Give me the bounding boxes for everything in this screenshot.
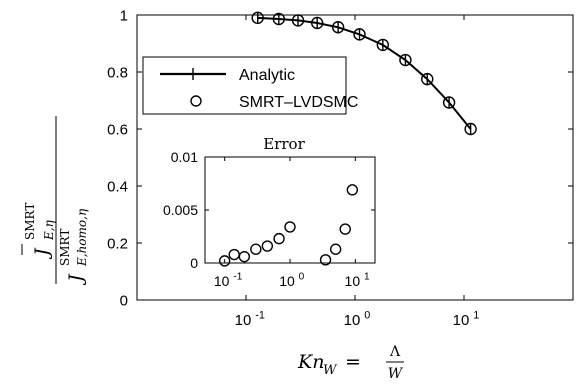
smrt-lvdsmc-point <box>331 21 345 34</box>
x-axis-label-denominator: W <box>388 366 404 382</box>
y-axis-label-num-sub: E,η <box>42 219 56 241</box>
inset-x-tick-exponent: 0 <box>299 272 305 283</box>
main-y-tick-label: 0 <box>120 292 128 309</box>
error-point <box>339 223 351 235</box>
inset-y-tick-label: 0.005 <box>163 202 198 218</box>
smrt-lvdsmc-point <box>421 72 434 86</box>
y-axis-label-den-sup: SMRT <box>58 229 72 266</box>
error-point <box>238 250 251 263</box>
smrt-lvdsmc-point <box>376 38 390 52</box>
error-point <box>250 243 262 255</box>
main-x-tick-label: 10 <box>344 312 361 329</box>
main-x-tick-exponent: 1 <box>473 309 479 321</box>
error-point <box>218 255 231 267</box>
smrt-lvdsmc-point <box>291 14 305 27</box>
main-x-tick-exponent: 0 <box>364 309 370 321</box>
legend-smrt-label: SMRT–LVDSMC <box>239 94 358 111</box>
x-axis-label-eq: = <box>345 351 361 373</box>
main-y-tick-label: 0.8 <box>107 64 128 81</box>
error-point <box>346 184 359 196</box>
error-point <box>284 221 296 233</box>
inset-y-tick-label: 0 <box>190 255 198 271</box>
y-axis-label-num-sup: SMRT <box>23 203 37 240</box>
legend-smrt-marker <box>190 95 202 107</box>
x-axis-label-numerator: Λ <box>389 344 401 360</box>
smrt-lvdsmc-point <box>311 16 324 30</box>
main-x-tick-label: 10 <box>453 312 470 329</box>
smrt-lvdsmc-point <box>272 12 286 26</box>
inset-x-tick-label: 10 <box>279 273 295 289</box>
main-plot-series <box>251 11 477 136</box>
smrt-lvdsmc-point <box>353 28 366 41</box>
main-y-tick-label: 1 <box>120 7 128 24</box>
inset-series <box>218 184 359 267</box>
error-point <box>319 254 332 266</box>
legend-analytic-label: Analytic <box>239 67 295 84</box>
main-x-tick-label: 10 <box>235 312 252 329</box>
inset-x-tick-label: 10 <box>214 273 230 289</box>
x-axis-label-lhs: Kn <box>297 351 324 373</box>
x-axis-label: Kn W = Λ W <box>297 344 404 382</box>
smrt-lvdsmc-point <box>251 11 264 25</box>
x-axis-label-sub: W <box>323 363 338 378</box>
main-y-tick-label: 0.4 <box>107 178 128 195</box>
main-y-tick-label: 0.6 <box>107 121 128 138</box>
y-axis-label: J SMRT E,η J SMRT E,homo,η <box>21 116 89 286</box>
inset-x-tick-label: 10 <box>345 273 361 289</box>
inset-frame <box>204 156 376 264</box>
smrt-lvdsmc-point <box>464 122 477 136</box>
inset-x-tick-exponent: 1 <box>364 272 370 283</box>
main-x-tick-exponent: -1 <box>255 309 265 321</box>
inset-title: Error <box>263 135 305 153</box>
error-point <box>273 232 285 245</box>
error-point <box>261 240 274 252</box>
y-axis-label-den-main: J <box>65 273 87 286</box>
y-axis-label-num-main: J <box>31 247 53 260</box>
legend-box <box>142 56 347 115</box>
smrt-lvdsmc-point <box>399 53 412 67</box>
inset-y-tick-label: 0.01 <box>171 149 198 165</box>
smrt-lvdsmc-point <box>442 96 456 109</box>
y-axis-label-den-sub: E,homo,η <box>75 208 89 267</box>
legend: Analytic SMRT–LVDSMC <box>142 56 358 115</box>
error-point <box>329 243 342 255</box>
inset-x-tick-exponent: -1 <box>233 272 242 283</box>
main-y-tick-label: 0.2 <box>107 235 128 252</box>
